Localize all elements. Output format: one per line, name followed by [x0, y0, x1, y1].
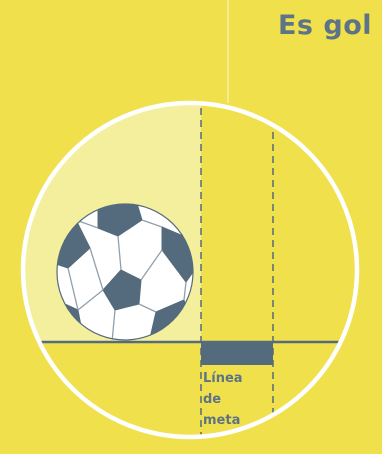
page-title: Es gol: [277, 10, 372, 41]
goal-line-label-line-2: de: [203, 392, 222, 407]
goal-line-label: Línea de meta: [203, 368, 265, 431]
goal-line-label-line-1: Línea: [203, 371, 243, 386]
goal-line-label-line-3: meta: [203, 413, 241, 428]
magnifier-lens: [20, 100, 360, 440]
goal-line-marker: [201, 342, 273, 365]
